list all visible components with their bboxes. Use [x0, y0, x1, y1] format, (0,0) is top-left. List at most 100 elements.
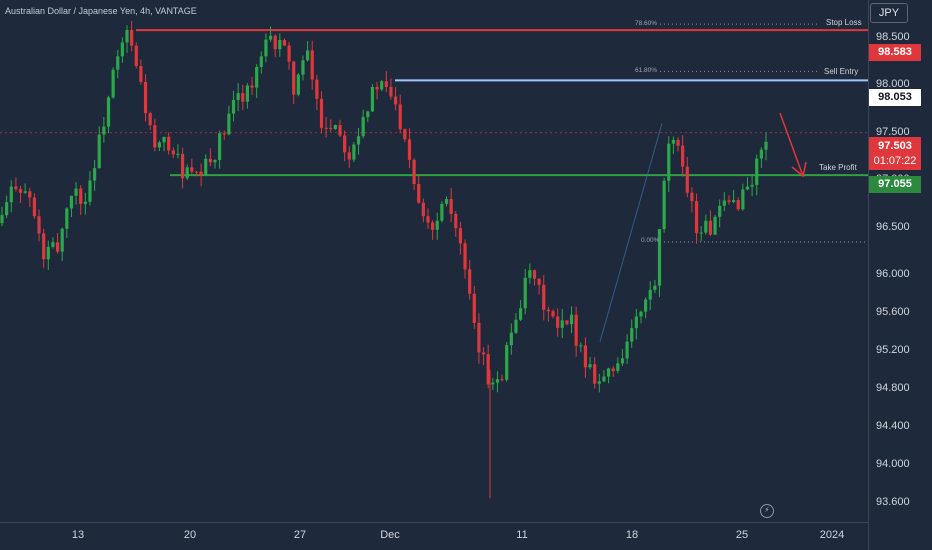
price-axis[interactable]: [868, 0, 932, 550]
candle-body: [227, 113, 231, 135]
candle-body: [713, 216, 717, 235]
candle-body: [162, 136, 166, 143]
currency-button[interactable]: JPY: [870, 3, 908, 23]
candle-body: [194, 171, 199, 173]
candle-body: [393, 96, 398, 105]
candle-body: [120, 42, 124, 57]
candle-body: [435, 220, 439, 230]
candle-body: [287, 45, 291, 62]
price-tick-label: 95.600: [876, 306, 910, 319]
price-tick-label: 95.200: [876, 344, 910, 357]
candle-body: [153, 125, 157, 148]
candle-body: [259, 56, 263, 68]
candle-body: [42, 233, 46, 260]
candle-body: [662, 180, 666, 230]
candle-body: [375, 87, 379, 90]
candle-body: [102, 126, 106, 135]
chart-area[interactable]: Australian Dollar / Japanese Yen, 4h, VA…: [0, 0, 868, 522]
candle-body: [481, 352, 486, 355]
countdown-timer: 01:07:22: [873, 155, 917, 167]
arrow-head: [791, 161, 807, 178]
candle-body: [440, 203, 444, 221]
candle-body: [292, 61, 296, 95]
candle-body: [620, 358, 625, 364]
candle-body: [130, 29, 134, 46]
candlestick-chart[interactable]: [0, 0, 868, 522]
candle-body: [556, 316, 560, 328]
candle-body: [366, 111, 370, 118]
candle-body: [648, 289, 652, 300]
current-price: 97.503: [878, 140, 912, 152]
sell-entry-price-tag: 98.053: [869, 89, 921, 106]
candle-body: [384, 81, 388, 87]
candle-body: [412, 159, 416, 184]
candle-body: [718, 205, 722, 217]
candle-body: [171, 150, 175, 155]
candle-body: [458, 228, 462, 244]
time-tick-label: 20: [183, 529, 197, 541]
candle-body: [361, 117, 365, 137]
take-profit-price-tag: 97.055: [869, 176, 921, 193]
price-tick-label: 98.500: [876, 30, 910, 43]
candle-body: [444, 199, 449, 204]
candle-body: [255, 67, 259, 88]
candle-body: [264, 39, 268, 57]
candle-body: [750, 184, 754, 187]
candle-body: [449, 199, 453, 214]
candle-body: [250, 85, 254, 88]
candle-body: [694, 201, 699, 234]
candle-body: [167, 136, 171, 151]
candle-body: [347, 152, 351, 160]
time-axis[interactable]: 13 20 27 Dec 11 18 25 2024: [0, 522, 868, 550]
candle-body: [421, 202, 425, 217]
candle-body: [111, 69, 115, 98]
candle-body: [65, 208, 69, 229]
candle-body: [14, 186, 18, 190]
candle-body: [343, 135, 347, 153]
candle-body: [741, 189, 745, 210]
candle-body: [231, 99, 236, 114]
candle-body: [208, 158, 212, 163]
candle-body: [468, 269, 472, 294]
price-tick-label: 94.400: [876, 420, 910, 433]
candle-body: [23, 191, 27, 193]
candle-body: [69, 195, 74, 209]
candle-body: [736, 200, 740, 210]
symbol-title: Australian Dollar / Japanese Yen, 4h, VA…: [5, 6, 197, 16]
candle-body: [537, 278, 541, 285]
candle-body: [463, 243, 467, 270]
candle-body: [542, 284, 546, 310]
candle-body: [273, 35, 277, 50]
candle-body: [116, 56, 120, 70]
candle-body: [329, 127, 333, 129]
candle-body: [667, 143, 671, 181]
candle-body: [398, 104, 402, 130]
candle-body: [417, 183, 421, 203]
candle-body: [699, 232, 703, 234]
current-price-tag: 97.503 01:07:22: [869, 137, 921, 170]
candle-body: [639, 311, 643, 317]
candle-body: [204, 158, 208, 176]
candle-body: [236, 93, 240, 100]
candle-body: [319, 98, 324, 128]
candle-body: [37, 216, 41, 234]
price-tick-label: 97.500: [876, 125, 910, 138]
fib-zero-label: 0.00%: [641, 237, 660, 245]
candle-body: [755, 158, 759, 185]
price-tick-label: 94.800: [876, 382, 910, 395]
candle-body: [83, 201, 87, 204]
time-tick-label: 2024: [819, 529, 845, 541]
candle-body: [500, 379, 504, 381]
candle-body: [296, 74, 300, 95]
time-tick-label: Dec: [380, 529, 400, 541]
candle-body: [51, 242, 55, 247]
candle-body: [218, 133, 222, 161]
replay-icon[interactable]: ⚡: [760, 504, 774, 518]
candle-body: [731, 200, 736, 202]
time-tick-label: 11: [516, 529, 528, 541]
candle-body: [176, 153, 180, 155]
candle-body: [676, 139, 680, 146]
candle-body: [370, 87, 375, 112]
candle-body: [106, 97, 111, 127]
candle-body: [611, 368, 615, 371]
